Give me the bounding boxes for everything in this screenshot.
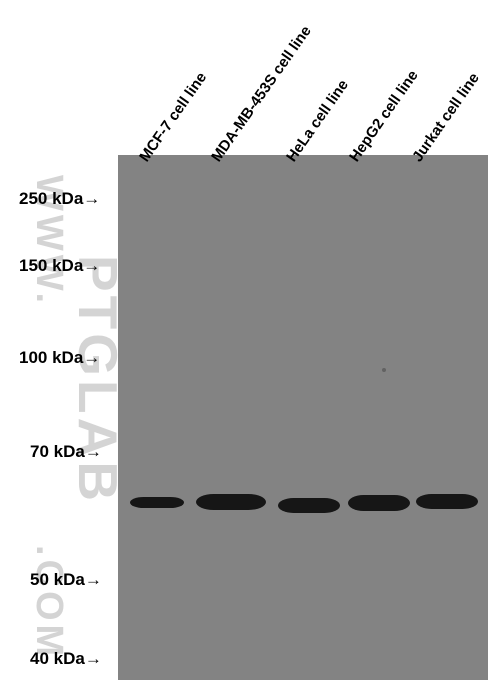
marker-label: 40 kDa→	[30, 649, 102, 669]
watermark-line-2: PTGLAB	[66, 255, 130, 505]
lane-label: Jurkat cell line	[409, 70, 483, 165]
marker-label: 70 kDa→	[30, 442, 102, 462]
protein-band	[348, 495, 410, 511]
marker-label: 250 kDa→	[19, 189, 100, 209]
lane-label: HeLa cell line	[283, 77, 352, 165]
figure-container: WWW. PTGLAB .COM MCF-7 cell line MDA-MB-…	[0, 0, 502, 695]
protein-band	[196, 494, 266, 510]
marker-label: 100 kDa→	[19, 348, 100, 368]
marker-label: 50 kDa→	[30, 570, 102, 590]
lane-label: HepG2 cell line	[346, 67, 422, 165]
lane-label: MCF-7 cell line	[136, 69, 210, 165]
watermark-line-3: .COM	[27, 545, 70, 660]
protein-band	[130, 497, 184, 508]
protein-band	[416, 494, 478, 509]
blot-membrane	[118, 155, 488, 680]
marker-label: 150 kDa→	[19, 256, 100, 276]
artifact-spot	[382, 368, 386, 372]
protein-band	[278, 498, 340, 513]
